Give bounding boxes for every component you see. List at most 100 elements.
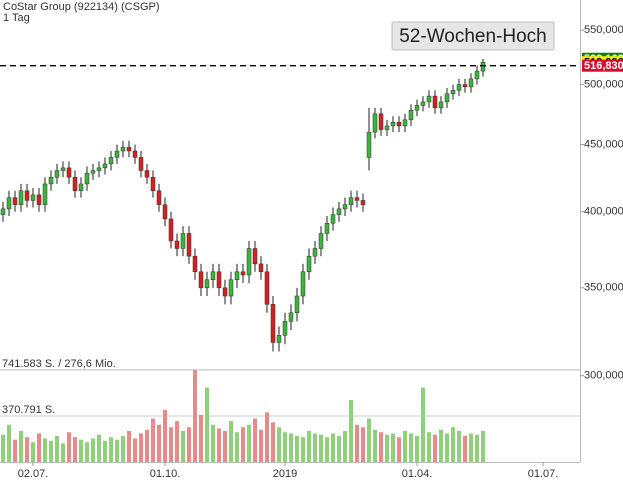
volume-bar xyxy=(337,435,341,462)
candle-body xyxy=(288,312,294,322)
volume-bar xyxy=(397,437,401,462)
volume-bar xyxy=(79,439,83,462)
volume-bar xyxy=(187,427,191,462)
candle-body xyxy=(414,105,420,111)
candle-body xyxy=(312,248,318,257)
y-tick-label: 550,000 xyxy=(584,24,623,36)
volume-bar xyxy=(109,437,113,462)
volume-bar xyxy=(277,427,281,462)
volume-bar xyxy=(355,424,359,462)
candle-body xyxy=(30,194,36,201)
candle-body xyxy=(228,279,234,297)
candle-body xyxy=(270,304,276,343)
volume-bar xyxy=(463,435,467,462)
volume-bar xyxy=(349,399,353,462)
candle-body xyxy=(396,122,402,127)
volume-bar xyxy=(367,418,371,462)
volume-bar xyxy=(169,427,173,462)
volume-bar xyxy=(481,430,485,462)
volume-bar xyxy=(343,430,347,462)
candle-body xyxy=(174,240,180,249)
volume-bar xyxy=(67,432,71,462)
volume-bar xyxy=(139,433,143,462)
volume-bar xyxy=(409,433,413,462)
volume-tick-label: 741.583 S. / 276,6 Mio. xyxy=(2,358,116,370)
volume-bar xyxy=(97,434,101,462)
candle-body xyxy=(450,90,456,95)
annotation: 52-Wochen-Hoch xyxy=(399,26,547,47)
volume-bar xyxy=(61,443,65,462)
volume-bar xyxy=(283,432,287,462)
candle-body xyxy=(0,208,6,215)
annotation-box xyxy=(391,21,555,51)
candle-body xyxy=(42,183,48,205)
candle-body xyxy=(252,248,258,265)
volume-bar xyxy=(103,440,107,462)
candle-body xyxy=(132,150,138,158)
candle-body xyxy=(198,271,204,289)
volume-bar xyxy=(427,432,431,462)
y-tick-label: 450,000 xyxy=(584,139,623,151)
candle-body xyxy=(144,170,150,178)
candle-body xyxy=(72,176,78,192)
volume-bar xyxy=(7,424,11,462)
candle-body xyxy=(216,271,222,289)
candle-body xyxy=(120,146,126,152)
volume-bar xyxy=(331,433,335,462)
candle-body xyxy=(426,95,432,103)
volume-bar xyxy=(361,427,365,462)
volume-bar xyxy=(49,440,53,462)
volume-bar xyxy=(469,433,473,462)
volume-bar xyxy=(385,434,389,462)
x-tick-label: 01.04. xyxy=(402,468,433,480)
candle-body xyxy=(36,194,42,205)
volume-bar xyxy=(43,438,47,462)
candle-body xyxy=(372,113,378,133)
candle-body xyxy=(192,255,198,273)
volume-bar xyxy=(457,430,461,462)
volume-bar xyxy=(25,437,29,462)
volume-bar xyxy=(295,435,299,462)
y-tick-label: 500,000 xyxy=(584,78,623,90)
volume-bar xyxy=(193,370,197,462)
volume-bar xyxy=(127,430,131,462)
candle-body xyxy=(60,167,66,171)
volume-bar xyxy=(217,428,221,462)
candle-body xyxy=(18,190,24,205)
candle-body xyxy=(306,255,312,273)
candle-body xyxy=(168,218,174,242)
x-tick-label: 02.07. xyxy=(18,468,49,480)
x-tick-label: 01.10. xyxy=(150,468,181,480)
volume-bar xyxy=(85,442,89,462)
chart-title: CoStar Group (922134) (CSGP) xyxy=(3,1,160,13)
volume-bar xyxy=(289,433,293,462)
candle-body xyxy=(246,248,252,276)
volume-bar xyxy=(121,435,125,462)
candle-body xyxy=(24,190,30,201)
volume-bar xyxy=(373,429,377,462)
volume-bar xyxy=(265,412,269,462)
candle-body xyxy=(108,157,114,165)
volume-tick-label: 370.791 S. xyxy=(2,404,55,416)
candle-body xyxy=(324,222,330,234)
volume-bar xyxy=(271,422,275,462)
candle-body xyxy=(48,176,54,185)
candle-body xyxy=(240,271,246,276)
candle-body xyxy=(12,197,18,205)
y-tick-label: 400,000 xyxy=(584,206,623,218)
volume-bar xyxy=(13,439,17,462)
volume-bar xyxy=(223,430,227,462)
candle-body xyxy=(204,279,210,289)
candle-body xyxy=(258,263,264,273)
chart-subtitle: 1 Tag xyxy=(3,12,30,24)
volume-bar xyxy=(301,437,305,462)
candle-body xyxy=(282,321,288,336)
volume-bar xyxy=(241,427,245,462)
candle-body xyxy=(342,204,348,210)
candle-body xyxy=(180,233,186,249)
candle-body xyxy=(126,146,132,152)
candle-body xyxy=(54,170,60,178)
candle-body xyxy=(66,167,72,178)
volume-bar xyxy=(181,430,185,462)
